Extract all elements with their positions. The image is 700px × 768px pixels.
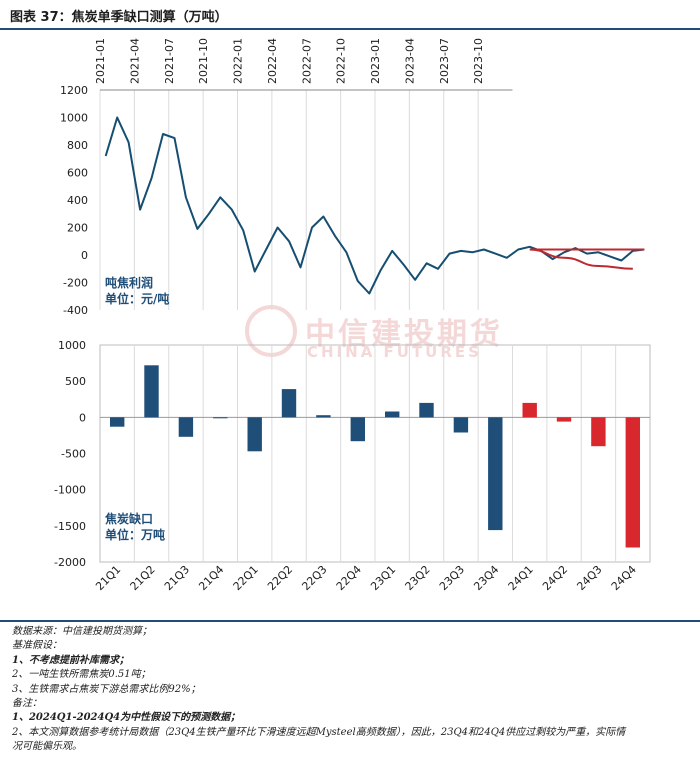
x-tick-label: 2023-04 (403, 38, 416, 84)
bottom-series-label: 焦炭缺口 (104, 511, 153, 526)
category-label: 22Q3 (299, 563, 329, 593)
y-tick-label: 500 (65, 375, 86, 388)
category-label: 21Q2 (128, 563, 158, 593)
note-line: 况可能偏乐观。 (12, 741, 82, 753)
y-tick-label: -2000 (54, 556, 86, 569)
category-label: 23Q1 (368, 563, 398, 593)
x-tick-label: 2022-04 (266, 38, 279, 84)
y-tick-label: -1000 (54, 484, 86, 497)
category-label: 21Q4 (196, 563, 226, 593)
y-tick-label: 600 (67, 167, 88, 180)
y-tick-label: 0 (81, 249, 88, 262)
note-line: 数据来源：中信建投期货测算； (12, 626, 152, 637)
x-tick-label: 2022-07 (300, 38, 313, 84)
bar-24Q2 (556, 417, 572, 422)
x-tick-label: 2021-01 (94, 38, 107, 84)
x-tick-label: 2023-01 (369, 38, 382, 84)
x-tick-label: 2022-01 (232, 38, 245, 84)
bar-22Q3 (316, 415, 331, 418)
bar-24Q1 (522, 402, 537, 418)
category-label: 22Q1 (231, 563, 261, 593)
watermark-logo-icon (245, 305, 297, 357)
bottom-series-unit: 单位：万吨 (105, 527, 165, 542)
category-label: 24Q2 (540, 563, 570, 593)
category-label: 23Q3 (437, 563, 467, 593)
note-line: 基准假设： (12, 640, 62, 652)
category-label: 23Q4 (471, 563, 501, 593)
y-tick-label: 200 (67, 222, 88, 235)
top-rule (0, 28, 700, 30)
bar-22Q1 (247, 417, 262, 452)
category-label: 22Q4 (334, 563, 364, 593)
y-tick-label: 1000 (58, 339, 86, 352)
top-series-label: 吨焦利润 (105, 275, 153, 290)
note-line: 备注： (12, 698, 42, 710)
chart-canvas: 2021-01 2021-04 2021-07 2021-10 2022-01 2022-… (54, 38, 651, 593)
notes-block: 数据来源：中信建投期货测算； 基准假设： 1、不考虑提前补库需求； 2、一吨生铁… (12, 625, 692, 755)
y-tick-label: 0 (79, 411, 86, 424)
bottom-rule (0, 620, 700, 622)
y-tick-label: 400 (67, 194, 88, 207)
note-line: 3、生铁需求占焦炭下游总需求比例92%； (12, 683, 201, 695)
top-series-unit: 单位：元/吨 (105, 291, 169, 306)
y-tick-label: 1200 (60, 84, 88, 97)
note-line: 2、本文测算数据参考统计局数据（23Q4生铁产量环比下滑速度远超Mysteel高… (12, 726, 626, 738)
bar-23Q4 (488, 417, 503, 531)
y-tick-label: -500 (61, 448, 86, 461)
bar-21Q2 (144, 365, 159, 418)
y-tick-label: 1000 (60, 112, 88, 125)
y-tick-label: 800 (67, 139, 88, 152)
y-tick-label: -200 (63, 277, 88, 290)
bar-21Q1 (110, 417, 125, 427)
bar-23Q2 (419, 402, 434, 418)
note-line: 1、2024Q1-2024Q4为中性假设下的预测数据； (12, 712, 241, 724)
x-tick-label: 2022-10 (335, 38, 348, 84)
bar-21Q4 (213, 417, 228, 419)
category-label: 24Q4 (609, 563, 639, 593)
watermark-en: CHINA FUTURES (307, 343, 482, 361)
y-tick-label: -1500 (54, 520, 86, 533)
profit-actual-line (104, 116, 645, 295)
figure-title: 图表 37：焦炭单季缺口测算（万吨） (10, 10, 228, 25)
watermark-cn: 中信建投期货 (305, 317, 503, 352)
bar-23Q1 (385, 411, 400, 418)
x-tick-label: 2023-10 (472, 38, 485, 84)
category-label: 21Q1 (93, 563, 123, 593)
category-label: 21Q3 (162, 563, 192, 593)
bar-24Q4 (625, 417, 640, 548)
category-label: 22Q2 (265, 563, 295, 593)
bar-23Q3 (453, 417, 469, 433)
category-label: 24Q1 (506, 563, 536, 593)
bar-22Q4 (350, 417, 365, 442)
x-tick-label: 2023-07 (438, 38, 451, 84)
category-label: 24Q3 (574, 563, 604, 593)
note-line: 2、一吨生铁所需焦炭0.51吨； (12, 669, 151, 681)
x-tick-label: 2021-10 (197, 38, 210, 84)
bar-24Q3 (591, 417, 606, 447)
bar-21Q3 (178, 417, 194, 437)
x-tick-label: 2021-04 (128, 38, 141, 84)
bar-22Q2 (281, 389, 297, 418)
y-tick-label: -400 (63, 304, 88, 317)
x-tick-label: 2021-07 (163, 38, 176, 84)
category-label: 23Q2 (403, 563, 433, 593)
note-line: 1、不考虑提前补库需求； (12, 654, 129, 666)
profit-line-chart: 2021-01 2021-04 2021-07 2021-10 2022-01 2022-… (60, 38, 645, 317)
profit-forecast-line (529, 248, 645, 270)
